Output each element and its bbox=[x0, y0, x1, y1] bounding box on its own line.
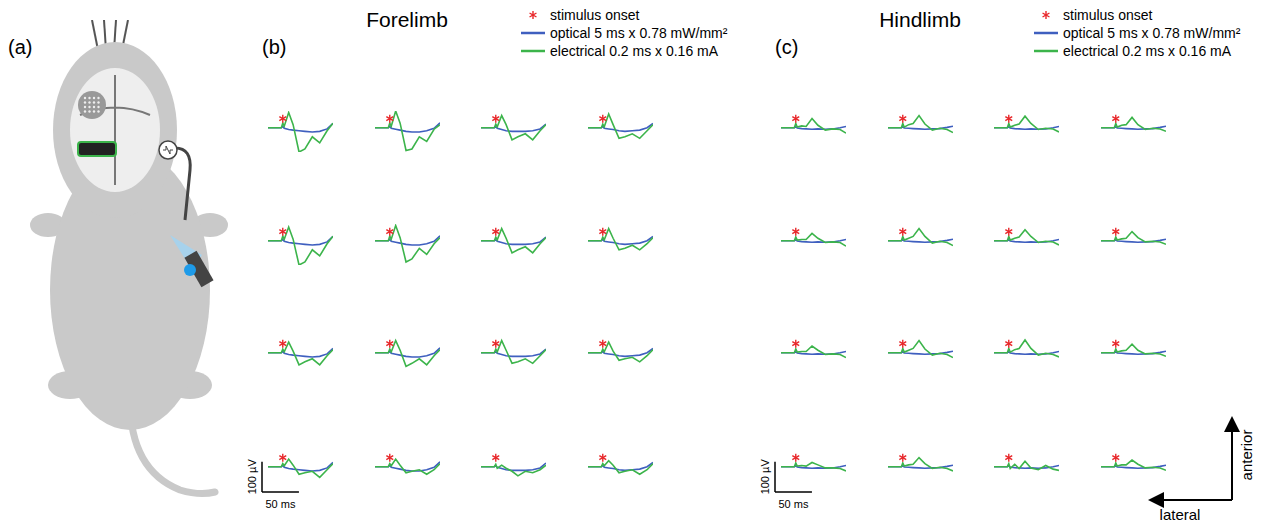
svg-text:anterior: anterior bbox=[1238, 430, 1255, 481]
html-text:optical 5 ms x 0.78 mW/mm²: optical 5 ms x 0.78 mW/mm² bbox=[550, 25, 728, 41]
html-text:(c): (c) bbox=[775, 36, 799, 58]
html-text:optical 5 ms x 0.78 mW/mm²: optical 5 ms x 0.78 mW/mm² bbox=[1063, 25, 1241, 41]
svg-text:lateral: lateral bbox=[1160, 506, 1201, 523]
html-text:stimulus onset: stimulus onset bbox=[1063, 7, 1153, 23]
svg-text:100 µV: 100 µV bbox=[759, 459, 771, 495]
html-text:(a): (a) bbox=[8, 36, 33, 58]
svg-text:100 µV: 100 µV bbox=[246, 459, 258, 495]
html-text:electrical 0.2 ms x 0.16 mA: electrical 0.2 ms x 0.16 mA bbox=[1063, 43, 1232, 59]
svg-text:50 ms: 50 ms bbox=[265, 498, 295, 510]
html-text:Forelimb: Forelimb bbox=[366, 8, 448, 31]
html-text:stimulus onset: stimulus onset bbox=[550, 7, 640, 23]
html-text:Hindlimb: Hindlimb bbox=[879, 8, 961, 31]
svg-text:50 ms: 50 ms bbox=[778, 498, 808, 510]
html-text:(b): (b) bbox=[262, 36, 287, 58]
html-text:electrical 0.2 ms x 0.16 mA: electrical 0.2 ms x 0.16 mA bbox=[550, 43, 719, 59]
